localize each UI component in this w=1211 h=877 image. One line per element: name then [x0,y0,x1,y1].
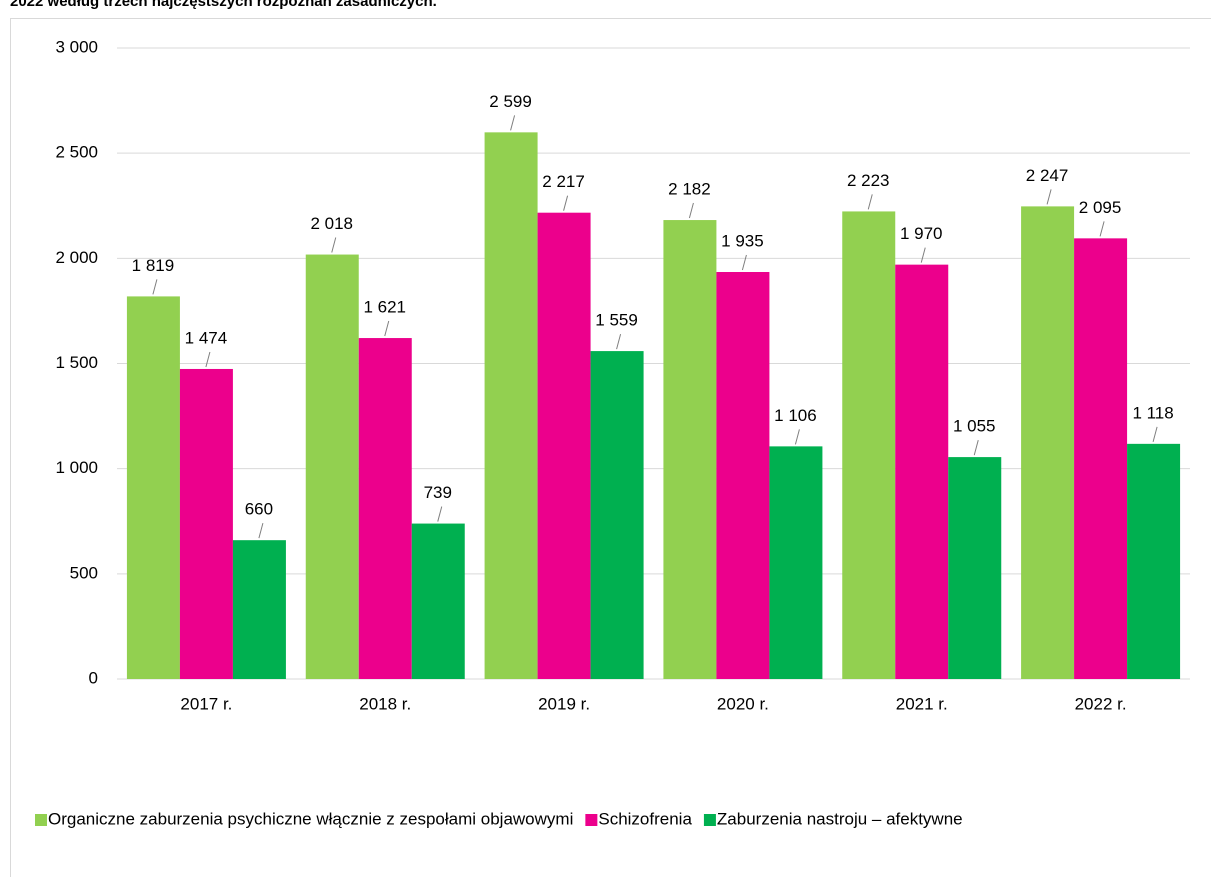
data-label: 1 118 [1132,403,1173,422]
data-label: 2 217 [542,172,585,191]
bar [716,272,770,679]
bar [769,446,823,679]
x-tick-label: 2019 r. [538,694,590,713]
y-tick-label: 2 500 [55,143,98,162]
bar [590,351,644,679]
data-label: 2 182 [668,180,711,199]
data-label: 2 599 [489,92,532,111]
legend-swatch [35,814,47,826]
data-label: 2 095 [1079,198,1122,217]
x-tick-label: 2022 r. [1075,694,1127,713]
x-tick-label: 2017 r. [180,694,232,713]
bar [126,296,180,679]
legend-label: Organiczne zaburzenia psychiczne włączni… [48,809,573,828]
bar [895,264,949,679]
data-label: 1 621 [363,298,406,317]
data-label: 2 223 [847,171,890,190]
leader-line [563,195,569,211]
leader-line [1099,221,1105,237]
bar [1021,206,1075,680]
leader-line [794,429,800,445]
legend-swatch [585,814,598,826]
bar [484,132,538,679]
leader-line [384,320,390,337]
data-label: 1 055 [953,417,996,436]
x-tick-label: 2021 r. [896,694,948,713]
data-label: 1 970 [900,224,943,243]
leader-line [741,254,747,271]
legend-label: Schizofrenia [598,809,692,828]
bar [305,254,359,679]
x-tick-label: 2018 r. [359,694,411,713]
y-tick-label: 500 [70,563,98,582]
leader-line [258,523,264,539]
leader-line [1046,189,1052,205]
y-tick-label: 0 [89,668,98,687]
bar [842,211,896,679]
leader-line [437,506,443,522]
y-tick-label: 1 500 [55,353,98,372]
leader-line [920,247,926,263]
data-label: 739 [424,483,452,502]
bar [232,540,286,679]
y-tick-label: 3 000 [55,37,98,56]
bar [1127,443,1181,679]
legend-swatch [703,814,716,826]
leader-line [510,115,516,131]
data-label: 2 018 [310,214,353,233]
bar [663,220,717,679]
leader-line [205,351,211,368]
data-label: 1 819 [132,256,175,275]
bar [1074,238,1128,679]
bar [411,523,465,679]
leader-line [867,194,873,210]
x-tick-label: 2020 r. [717,694,769,713]
data-label: 2 247 [1026,166,1069,185]
y-tick-label: 2 000 [55,248,98,267]
leader-line [331,237,337,253]
leader-line [973,439,979,456]
bar [358,338,412,679]
data-label: 660 [245,500,273,519]
chart-frame [10,18,1211,877]
data-label: 1 474 [185,328,228,347]
bar [948,457,1002,679]
leader-line [152,279,158,295]
chart-title: 2022 według trzech najczęstszych rozpozn… [10,0,437,10]
leader-line [616,333,622,350]
data-label: 1 935 [721,231,764,250]
leader-line [688,202,694,219]
data-label: 1 559 [595,311,638,330]
leader-line [1152,426,1158,442]
bar [537,212,591,680]
bar [179,368,233,679]
data-label: 1 106 [774,406,817,425]
y-tick-label: 1 000 [55,458,98,477]
legend-label: Zaburzenia nastroju – afektywne [717,809,963,828]
